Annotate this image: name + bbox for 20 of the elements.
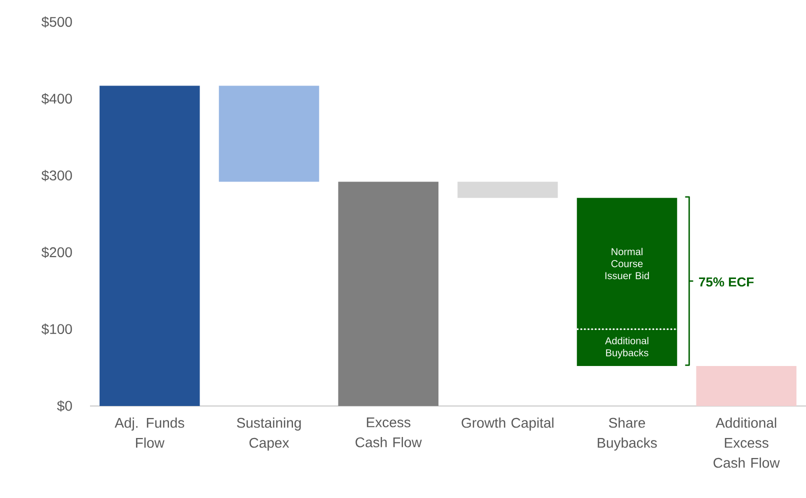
y-tick-label: $500 [41, 16, 72, 28]
bar [100, 86, 200, 406]
y-tick-label: $0 [57, 400, 72, 412]
annotation: 75% ECF [699, 277, 754, 287]
x-tick-label: Share Buybacks [598, 418, 657, 451]
x-tick-label: Additional Excess Cash Flow [714, 418, 780, 468]
bar [696, 366, 796, 406]
y-tick-label: $400 [41, 93, 72, 104]
bar [218, 86, 320, 182]
x-tick-label: Adj. Funds Flow [114, 418, 184, 448]
y-tick-label: $100 [41, 324, 72, 335]
bar [338, 182, 438, 406]
y-tick-label: $200 [41, 246, 72, 258]
y-tick-label: $300 [41, 170, 72, 182]
x-tick-label: Excess Cash Flow [356, 418, 422, 448]
bar [458, 182, 558, 198]
x-tick-label: Growth Capital [462, 418, 554, 431]
annotation: Normal Course Issuer Bid [605, 248, 649, 280]
x-tick-label: Sustaining Capex [236, 418, 301, 451]
annotation: Additional Buybacks [605, 336, 648, 358]
